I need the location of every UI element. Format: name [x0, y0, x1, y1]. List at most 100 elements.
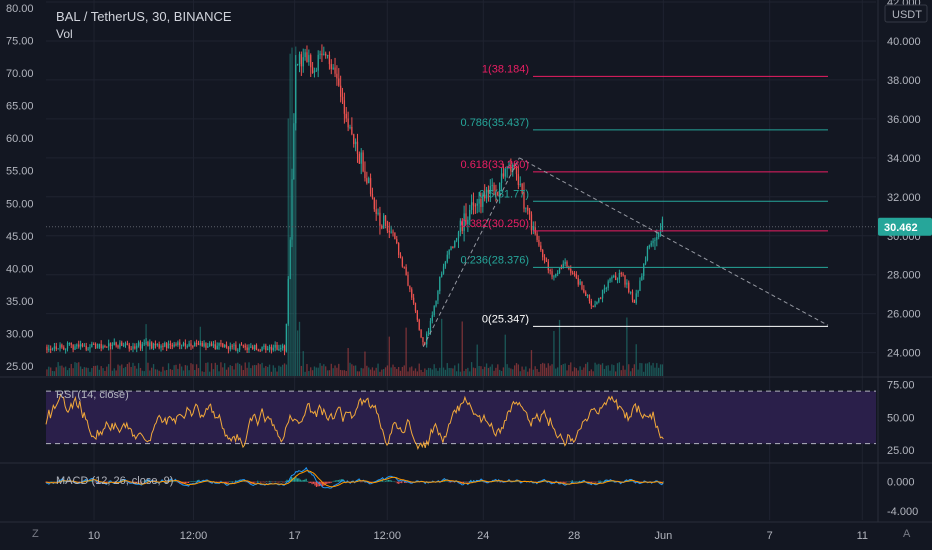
- candle-body: [575, 274, 578, 279]
- candle-body: [644, 260, 647, 264]
- volume-bar: [182, 370, 185, 376]
- volume-bar: [484, 366, 486, 376]
- volume-bar: [186, 365, 188, 376]
- volume-bar: [553, 330, 555, 376]
- volume-bar: [280, 366, 282, 376]
- volume-bar: [115, 370, 117, 376]
- candle-body: [484, 194, 486, 199]
- macd-histogram-bar: [51, 481, 53, 482]
- volume-bar: [164, 370, 166, 376]
- volume-bar: [551, 364, 553, 376]
- symbol-title[interactable]: BAL / TetherUS, 30, BINANCE: [56, 9, 232, 24]
- volume-bar: [452, 368, 454, 376]
- candle-body: [109, 343, 112, 346]
- macd-histogram-bar: [611, 481, 613, 482]
- candle-body: [442, 266, 445, 274]
- volume-bar: [536, 368, 538, 376]
- macd-histogram-bar: [449, 481, 451, 483]
- volume-bar: [143, 371, 145, 376]
- volume-bar: [152, 364, 155, 376]
- fib-level-label: 0.236(28.376): [461, 254, 530, 266]
- auto-scale-button[interactable]: A: [903, 528, 911, 540]
- macd-histogram-bar: [55, 481, 57, 483]
- candle-body: [553, 276, 555, 278]
- macd-histogram-bar: [280, 481, 282, 482]
- candle-body: [482, 194, 484, 207]
- left-axis-tick: 80.00: [6, 3, 34, 15]
- macd-histogram-bar: [223, 481, 225, 483]
- candle-body: [624, 275, 626, 285]
- candle-body: [147, 342, 149, 347]
- macd-histogram-bar: [52, 481, 54, 483]
- candle-body: [137, 342, 140, 346]
- candle-body: [250, 346, 252, 348]
- candle-body: [397, 243, 400, 255]
- volume-bar: [220, 362, 222, 376]
- candle-body: [454, 240, 456, 248]
- volume-bar: [287, 118, 289, 376]
- macd-histogram-bar: [595, 481, 597, 483]
- timezone-button[interactable]: Z: [32, 528, 39, 540]
- macd-histogram-bar: [289, 478, 291, 482]
- candle-body: [605, 287, 607, 289]
- macd-histogram-bar: [224, 481, 226, 483]
- candle-body: [629, 291, 632, 293]
- candle-body: [626, 282, 628, 285]
- time-axis-tick: Jun: [654, 530, 672, 542]
- candle-body: [345, 113, 347, 119]
- macd-histogram-bar: [229, 481, 231, 482]
- macd-histogram-bar: [192, 480, 194, 482]
- candle-body: [180, 344, 183, 346]
- candle-body: [439, 276, 441, 292]
- candle-body: [61, 344, 63, 348]
- candle-body: [517, 174, 520, 185]
- macd-histogram-bar: [185, 481, 187, 484]
- candle-body: [72, 344, 74, 350]
- volume-bar: [136, 368, 138, 376]
- volume-bar: [93, 366, 95, 376]
- volume-bar: [79, 366, 82, 376]
- time-axis-tick: 28: [568, 530, 580, 542]
- macd-histogram-bar: [252, 481, 254, 484]
- macd-histogram-bar: [249, 481, 251, 484]
- volume-bar: [70, 363, 72, 376]
- candle-body: [78, 344, 80, 347]
- volume-bar: [581, 369, 583, 376]
- macd-histogram-bar: [271, 481, 273, 483]
- volume-bar: [631, 368, 634, 376]
- macd-histogram-bar: [334, 480, 337, 482]
- volume-bar: [231, 365, 233, 376]
- macd-histogram-bar: [138, 481, 140, 483]
- volume-bar: [641, 363, 643, 376]
- left-axis-tick: 65.00: [6, 101, 34, 113]
- candle-body: [368, 178, 370, 184]
- candle-body: [76, 344, 78, 347]
- candle-body: [51, 348, 54, 350]
- volume-bar: [420, 369, 422, 376]
- volume-bar: [590, 369, 592, 376]
- volume-bar: [579, 366, 581, 376]
- candle-body: [551, 271, 553, 277]
- macd-histogram-bar: [232, 481, 234, 482]
- price-candles: [46, 44, 664, 356]
- volume-bar: [455, 371, 458, 376]
- volume-bar: [585, 363, 587, 376]
- volume-label[interactable]: Vol: [56, 27, 73, 41]
- volume-bar: [605, 365, 607, 376]
- candle-body: [315, 70, 317, 72]
- candle-body: [100, 344, 102, 349]
- left-axis-tick: 55.00: [6, 166, 34, 178]
- volume-bar: [210, 363, 213, 376]
- volume-bar: [274, 367, 276, 376]
- volume-bar: [500, 371, 503, 376]
- drawing-tools[interactable]: [46, 75, 876, 348]
- macd-histogram-bar: [321, 481, 323, 487]
- candle-body: [384, 215, 387, 221]
- candle-body: [227, 347, 230, 350]
- volume-bar: [444, 369, 447, 376]
- candle-body: [173, 344, 175, 347]
- volume-bar: [618, 362, 621, 376]
- volume-bar: [296, 330, 299, 376]
- candle-body: [446, 254, 448, 262]
